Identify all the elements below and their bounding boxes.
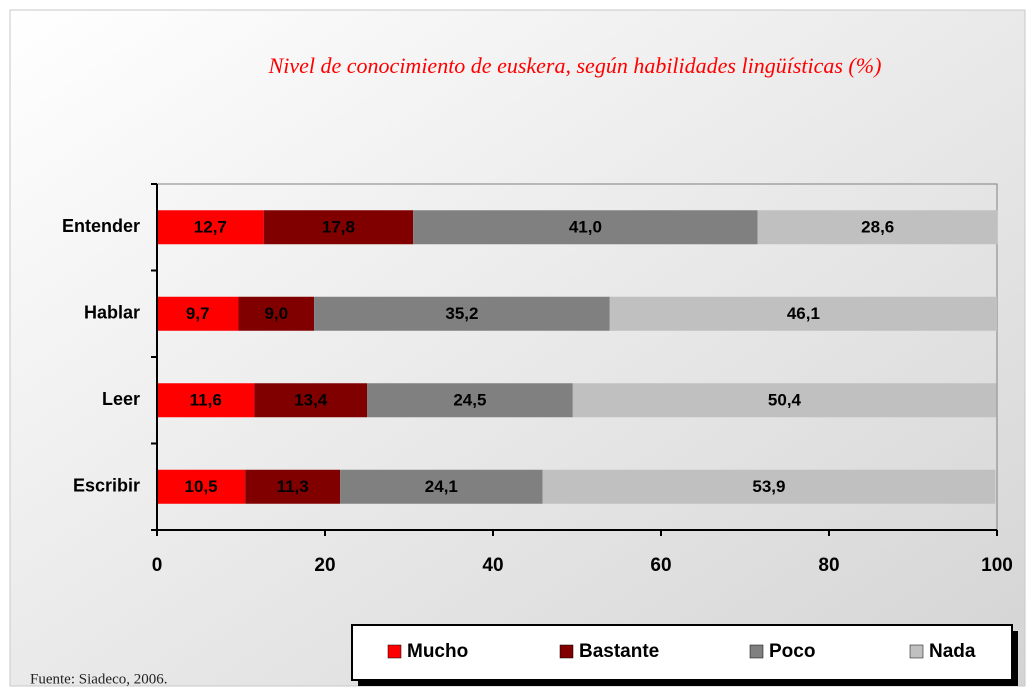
bar-segment — [609, 296, 997, 331]
x-tick-label: 60 — [650, 555, 671, 576]
data-label: 10,5 — [185, 477, 218, 496]
x-tick-label: 100 — [981, 555, 1013, 576]
source: Fuente: Siadeco, 2006. — [30, 671, 167, 687]
legend-swatch — [387, 644, 402, 659]
y-tick-label: Hablar — [84, 303, 140, 323]
data-label: 9,0 — [264, 304, 288, 323]
data-label: 24,1 — [425, 477, 458, 496]
data-label: 17,8 — [322, 218, 355, 237]
data-label: 13,4 — [294, 391, 328, 410]
bar-segment — [157, 383, 255, 418]
data-label: 28,6 — [861, 218, 894, 237]
x-tick-label: 80 — [818, 555, 839, 576]
data-label: 24,5 — [453, 391, 486, 410]
legend-label: Nada — [929, 641, 976, 662]
bar-segment — [572, 383, 997, 418]
data-label: 11,3 — [277, 477, 309, 496]
data-label: 53,9 — [752, 477, 785, 496]
data-label: 46,1 — [787, 304, 820, 323]
bar-segment — [263, 210, 414, 245]
data-label: 12,7 — [194, 218, 227, 237]
legend-label: Mucho — [407, 641, 468, 662]
bar-segment — [542, 469, 996, 504]
bar-segment — [254, 383, 367, 418]
data-label: 50,4 — [768, 391, 802, 410]
bar-segment — [238, 296, 315, 331]
legend-swatch — [749, 644, 764, 659]
data-label: 35,2 — [445, 304, 478, 323]
background — [9, 9, 1026, 687]
chart-title: Nivel de conocimiento de euskera, según … — [268, 53, 882, 78]
bar-segment — [314, 296, 610, 331]
data-label: 41,0 — [569, 218, 602, 237]
bar-segment — [757, 210, 998, 245]
bar-segment — [157, 296, 239, 331]
legend-label: Bastante — [579, 641, 659, 662]
legend-swatch — [909, 644, 924, 659]
bar-segment — [367, 383, 573, 418]
bar-segment — [340, 469, 543, 504]
legend-label: Poco — [769, 641, 815, 662]
y-tick-label: Entender — [62, 216, 140, 236]
legend-swatch — [559, 644, 574, 659]
y-tick-label: Leer — [102, 389, 140, 409]
bar-segment — [157, 469, 246, 504]
x-tick-label: 0 — [152, 555, 163, 576]
legend — [351, 624, 1013, 681]
data-label: 11,6 — [190, 391, 222, 410]
data-label: 9,7 — [186, 304, 210, 323]
x-tick-label: 20 — [314, 555, 335, 576]
y-tick-label: Escribir — [73, 476, 140, 496]
bar-segment — [413, 210, 758, 245]
x-tick-label: 40 — [482, 555, 503, 576]
bar-segment — [245, 469, 341, 504]
bar-segment — [157, 210, 264, 245]
